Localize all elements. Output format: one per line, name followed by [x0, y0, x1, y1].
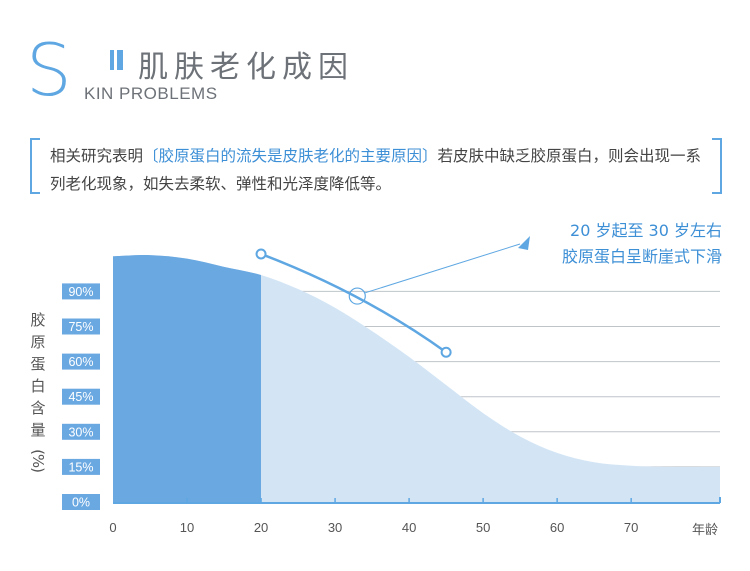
- page-title: 肌肤老化成因: [138, 50, 354, 85]
- chart-annotation: 20 岁起至 30 岁左右 胶原蛋白呈断崖式下滑: [562, 218, 722, 270]
- y-tick-badge-45: [62, 388, 100, 405]
- bracket-right: [712, 138, 722, 194]
- y-axis-label-char: 量: [30, 421, 45, 439]
- x-tick-label-20: 20: [254, 520, 268, 535]
- y-tick-label-75: 75%: [68, 320, 93, 334]
- pointer-arrowhead: [518, 236, 530, 250]
- y-tick-label-0: 0%: [72, 496, 90, 510]
- y-tick-label-45: 45%: [68, 390, 93, 404]
- y-axis-label-char: 含: [30, 399, 45, 417]
- annotation-line-1: 20 岁起至 30 岁左右: [570, 221, 722, 240]
- quote-highlight: 〔胶原蛋白的流失是皮肤老化的主要原因〕: [143, 147, 438, 165]
- y-tick-label-15: 15%: [68, 460, 93, 474]
- y-axis-label-char: 胶: [30, 311, 45, 329]
- x-tick-label-50: 50: [476, 520, 490, 535]
- big-letter-s: S: [26, 28, 72, 112]
- y-tick-badge-0: [62, 494, 100, 510]
- x-tick-label-10: 10: [180, 520, 194, 535]
- area-full: [113, 255, 720, 502]
- annotation-line-2: 胶原蛋白呈断崖式下滑: [561, 247, 722, 266]
- y-tick-badge-60: [62, 353, 100, 370]
- y-tick-badge-30: [62, 423, 100, 440]
- x-tick-label-40: 40: [402, 520, 416, 535]
- y-axis-label-char: (: [29, 449, 47, 455]
- y-axis-label-char: %: [29, 454, 47, 468]
- y-tick-badge-90: [62, 283, 100, 300]
- y-axis-label-char: 蛋: [30, 355, 45, 373]
- trend-line: [260, 252, 447, 354]
- x-tick-label-70: 70: [624, 520, 638, 535]
- y-tick-badge-75: [62, 318, 100, 335]
- header: S 肌肤老化成因 KIN PROBLEMS: [0, 0, 750, 110]
- x-axis-label: 年龄: [692, 522, 718, 537]
- marker-circle: [348, 287, 366, 305]
- x-tick-label-30: 30: [328, 520, 342, 535]
- quote-after: 若皮肤中缺乏胶原蛋白，则会出现一系列老化现象，如失去柔软、弹性和光泽度降低等。: [50, 147, 702, 193]
- area-highlight: [113, 255, 262, 502]
- x-tick-label-60: 60: [550, 520, 564, 535]
- pointer-line: [364, 243, 521, 294]
- bracket-left: [30, 138, 40, 194]
- trend-start-point: [255, 248, 267, 260]
- title-bars-decoration: [110, 50, 124, 70]
- y-tick-label-30: 30%: [68, 425, 93, 439]
- y-tick-label-60: 60%: [68, 355, 93, 369]
- y-axis-label-char: 白: [30, 377, 45, 395]
- y-tick-badge-15: [62, 458, 100, 475]
- quote-text: 相关研究表明〔胶原蛋白的流失是皮肤老化的主要原因〕若皮肤中缺乏胶原蛋白，则会出现…: [50, 142, 712, 198]
- y-tick-label-90: 90%: [68, 285, 93, 299]
- quote-block: 相关研究表明〔胶原蛋白的流失是皮肤老化的主要原因〕若皮肤中缺乏胶原蛋白，则会出现…: [30, 138, 722, 194]
- x-tick-label-0: 0: [109, 520, 116, 535]
- y-axis-label-char: 原: [30, 333, 45, 351]
- page-subtitle: KIN PROBLEMS: [84, 84, 218, 103]
- quote-before: 相关研究表明: [50, 147, 144, 165]
- trend-end-point: [440, 346, 452, 358]
- y-axis-label-char: ): [29, 467, 47, 473]
